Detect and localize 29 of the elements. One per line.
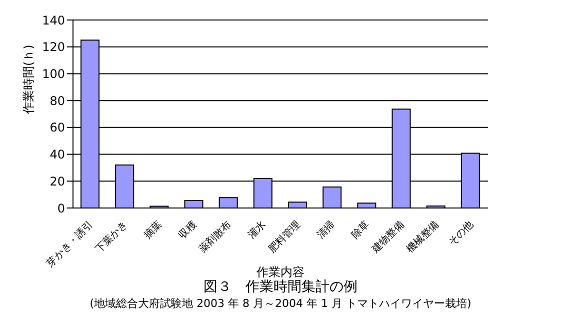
x-tick-label: 機械整備 [404, 218, 442, 256]
x-axis-title: 作業内容 [256, 265, 304, 279]
y-tick-label: 40 [50, 148, 65, 162]
x-tick-label: 摘葉 [142, 218, 164, 242]
x-tick-label: 収穫 [176, 218, 199, 242]
y-tick-label: 0 [57, 201, 65, 216]
y-axis-title: 作業時間(ｈ) [21, 44, 36, 115]
y-tick-label: 20 [50, 174, 65, 188]
bar [184, 200, 204, 208]
text: 図３ 作業時間集計の例 [202, 278, 358, 296]
bar [357, 202, 376, 208]
y-tick-label: 60 [50, 120, 65, 135]
bar [218, 197, 238, 208]
x-tick-label: 建物整備 [369, 218, 406, 256]
text: (地域総合大府試験地 2003 年 8 月～2004 年 1 月 トマトハイワイヤー栽培) [88, 296, 472, 311]
x-tick-label: 芽かき・誘引 [44, 218, 96, 270]
bar [288, 202, 307, 208]
x-tick-label: 除草 [349, 218, 372, 242]
x-tick-label: 清掃 [314, 218, 338, 242]
x-tick-label: 肥料管理 [266, 218, 303, 256]
x-tick-label: 薬剤散布 [196, 218, 234, 256]
x-tick-label: その他 [446, 218, 476, 248]
bar [322, 186, 342, 208]
y-tick-label: 120 [42, 40, 65, 54]
x-tick-label: 灌水 [246, 218, 268, 242]
y-tick-label: 100 [42, 66, 65, 81]
y-tick-label: 140 [42, 13, 65, 28]
x-tick-label: 下葉かき [93, 218, 130, 256]
y-tick-label: 80 [50, 94, 65, 108]
